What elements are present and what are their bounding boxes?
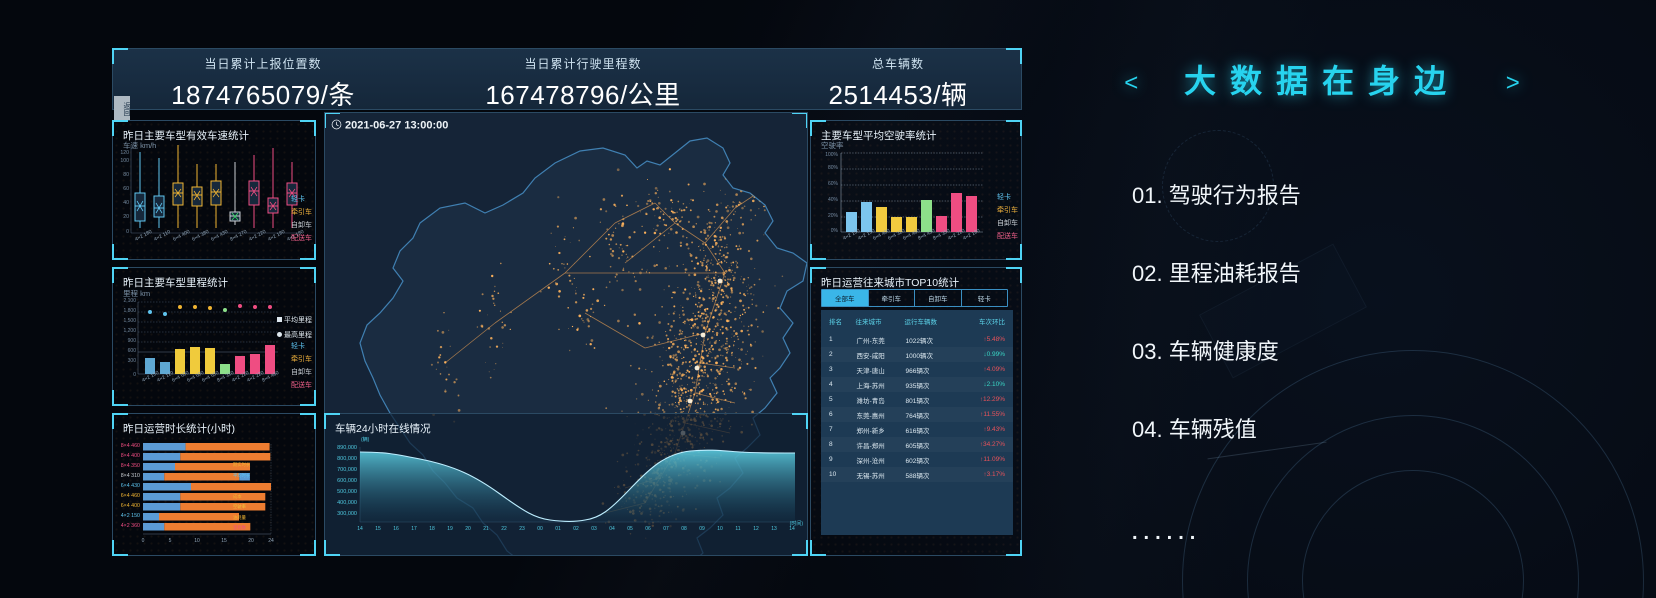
svg-text:6×4 430: 6×4 430 [121,483,140,489]
svg-text:24: 24 [268,538,274,544]
svg-text:油耗量: 油耗量 [233,514,247,521]
svg-text:5: 5 [169,538,172,544]
svg-text:0: 0 [126,229,129,235]
svg-text:05: 05 [627,526,633,532]
svg-text:4×2 150: 4×2 150 [121,513,140,519]
svg-text:13: 13 [771,526,777,532]
svg-text:60: 60 [123,186,129,192]
svg-text:400,000: 400,000 [337,500,357,506]
svg-text:成本: 成本 [233,493,242,500]
svg-text:09: 09 [699,526,705,532]
svg-text:期实时长: 期实时长 [233,461,251,468]
svg-text:80%: 80% [828,165,839,171]
svg-text:1,800: 1,800 [123,308,136,314]
svg-text:14: 14 [357,526,363,532]
svg-text:6×4 460: 6×4 460 [121,493,140,499]
svg-text:40%: 40% [828,197,839,203]
svg-text:4×2 360: 4×2 360 [121,523,140,529]
svg-text:20: 20 [123,214,129,220]
svg-text:17: 17 [411,526,417,532]
svg-text:4×2 220: 4×2 220 [248,229,267,243]
svg-text:20: 20 [248,538,254,544]
svg-text:04: 04 [609,526,615,532]
svg-text:4×2 180: 4×2 180 [134,229,153,243]
svg-text:0: 0 [142,538,145,544]
svg-text:15: 15 [221,538,227,544]
svg-text:120: 120 [120,150,129,156]
svg-text:6×4 380: 6×4 380 [191,229,210,243]
svg-text:800,000: 800,000 [337,456,357,462]
svg-text:02: 02 [573,526,579,532]
svg-text:8×4 350: 8×4 350 [121,463,140,469]
svg-text:(辆): (辆) [361,436,370,443]
svg-text:(时间): (时间) [790,520,804,527]
svg-text:10: 10 [717,526,723,532]
svg-text:4×2 110: 4×2 110 [153,229,172,243]
svg-text:700,000: 700,000 [337,467,357,473]
svg-text:平均时长: 平均时长 [233,472,251,479]
svg-text:100: 100 [120,158,129,164]
svg-text:1,200: 1,200 [123,328,136,334]
svg-text:0: 0 [133,372,136,378]
svg-text:300: 300 [128,358,137,364]
svg-text:6×4 400: 6×4 400 [121,503,140,509]
svg-text:890,000: 890,000 [337,445,357,451]
svg-text:10: 10 [194,538,200,544]
svg-text:06: 06 [645,526,651,532]
svg-text:12: 12 [753,526,759,532]
svg-text:6×4 400: 6×4 400 [172,229,191,243]
svg-text:8×4 460: 8×4 460 [121,443,140,449]
svg-text:900: 900 [128,338,137,344]
svg-text:1,500: 1,500 [123,318,136,324]
svg-text:500,000: 500,000 [337,489,357,495]
svg-text:18: 18 [429,526,435,532]
svg-text:2,100: 2,100 [123,298,136,304]
svg-text:21: 21 [483,526,489,532]
svg-text:60%: 60% [828,181,839,187]
svg-text:22: 22 [501,526,507,532]
svg-text:0%: 0% [831,228,839,234]
svg-text:19: 19 [447,526,453,532]
svg-text:20%: 20% [828,213,839,219]
svg-text:600,000: 600,000 [337,478,357,484]
svg-text:07: 07 [663,526,669,532]
svg-text:里程数: 里程数 [233,524,247,531]
svg-text:11: 11 [735,526,740,532]
svg-text:6×4 430: 6×4 430 [210,229,229,243]
svg-text:80: 80 [123,172,129,178]
svg-text:40: 40 [123,200,129,206]
svg-text:8×4 310: 8×4 310 [121,473,140,479]
svg-text:03: 03 [591,526,597,532]
svg-text:00: 00 [537,526,543,532]
svg-text:600: 600 [128,348,137,354]
svg-text:23: 23 [519,526,525,532]
svg-text:100%: 100% [825,152,838,158]
svg-text:8×4 400: 8×4 400 [121,453,140,459]
svg-text:08: 08 [681,526,687,532]
svg-text:300,000: 300,000 [337,511,357,517]
svg-text:20: 20 [465,526,471,532]
svg-text:01: 01 [555,526,561,532]
svg-text:4×2 180: 4×2 180 [267,229,286,243]
svg-text:16: 16 [393,526,399,532]
svg-text:8×4 270: 8×4 270 [229,229,248,243]
svg-text:空驶率: 空驶率 [233,503,247,510]
svg-text:15: 15 [375,526,381,532]
